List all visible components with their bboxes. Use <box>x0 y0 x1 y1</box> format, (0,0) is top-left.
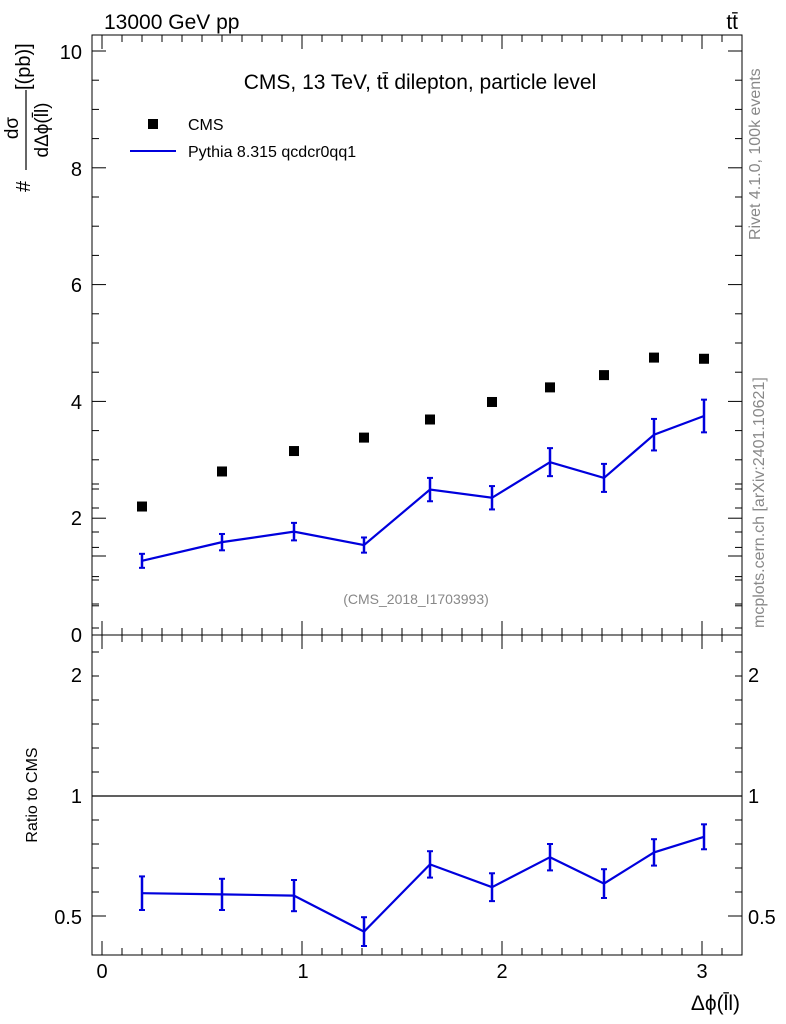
ratio-line <box>141 835 705 933</box>
ratio-panel-frame <box>91 634 743 956</box>
y-tick-label-4: 4 <box>71 392 82 414</box>
process-label: tt̄ <box>726 11 738 34</box>
ratio-y-tick-2-right: 2 <box>748 665 759 687</box>
legend: CMS Pythia 8.315 qcdcr0qq1 <box>130 117 356 161</box>
y-tick-label-6: 6 <box>71 275 82 297</box>
cms-data-point <box>545 382 555 393</box>
cms-series-main <box>137 352 709 512</box>
x-axis-label: Δϕ(l̄l) <box>691 991 740 1015</box>
legend-label-pythia: Pythia 8.315 qcdcr0qq1 <box>188 144 356 161</box>
main-axis-ticks <box>92 35 742 636</box>
chart-title: CMS, 13 TeV, tt̄ dilepton, particle leve… <box>244 71 597 94</box>
cms-data-point <box>217 466 227 477</box>
analysis-id: (CMS_2018_I1703993) <box>343 591 489 607</box>
main-y-tick-labels: 0 2 4 6 8 10 <box>60 42 82 647</box>
x-tick-label-0: 0 <box>96 961 107 983</box>
ratio-y-tick-2-left: 2 <box>71 665 82 687</box>
x-tick-label-2: 2 <box>496 961 507 983</box>
ratio-y-tick-1-left: 1 <box>71 786 82 808</box>
pythia-series-ratio <box>139 823 707 947</box>
ratio-y-axis-label: Ratio to CMS <box>24 747 41 842</box>
x-tick-label-3: 3 <box>696 961 707 983</box>
cms-data-point <box>649 352 659 363</box>
cms-data-point <box>699 353 709 364</box>
rivet-label: Rivet 4.1.0, 100k events <box>747 68 764 240</box>
pythia-series-main <box>139 398 707 569</box>
x-tick-label-1: 1 <box>297 961 308 983</box>
cms-data-point <box>487 396 497 407</box>
y-tick-label-8: 8 <box>71 159 82 181</box>
ratio-y-tick-0.5-left: 0.5 <box>54 907 82 929</box>
y-label-denominator: dΔϕ(l̄l) <box>32 103 53 158</box>
y-label-numerator: dσ <box>2 117 23 140</box>
cms-data-point <box>289 446 299 457</box>
ratio-y-tick-0.5-right: 0.5 <box>748 907 776 929</box>
cms-data-point <box>137 501 147 512</box>
cms-data-point <box>599 370 609 381</box>
main-y-axis-label: # dσ dΔϕ(l̄l) [(pb)] <box>2 43 53 192</box>
pythia-line <box>141 414 705 562</box>
legend-marker-cms <box>148 119 158 129</box>
y-tick-label-0: 0 <box>71 625 82 647</box>
y-tick-label-2: 2 <box>71 508 82 530</box>
cms-data-point <box>359 432 369 443</box>
legend-label-cms: CMS <box>188 117 224 134</box>
cms-data-point <box>425 414 435 425</box>
y-label-prefix: # <box>13 180 35 192</box>
ratio-y-tick-labels: 0.5 1 2 0.5 1 2 <box>54 665 776 929</box>
y-label-unit: [(pb)] <box>13 43 35 90</box>
mcplots-label: mcplots.cern.ch [arXiv:2401.10621] <box>751 377 768 628</box>
x-tick-labels: 0 1 2 3 <box>96 961 707 983</box>
energy-label: 13000 GeV pp <box>104 11 239 34</box>
y-tick-label-10: 10 <box>60 42 82 64</box>
ratio-y-tick-1-right: 1 <box>748 786 759 808</box>
ratio-axis-ticks <box>92 483 742 955</box>
